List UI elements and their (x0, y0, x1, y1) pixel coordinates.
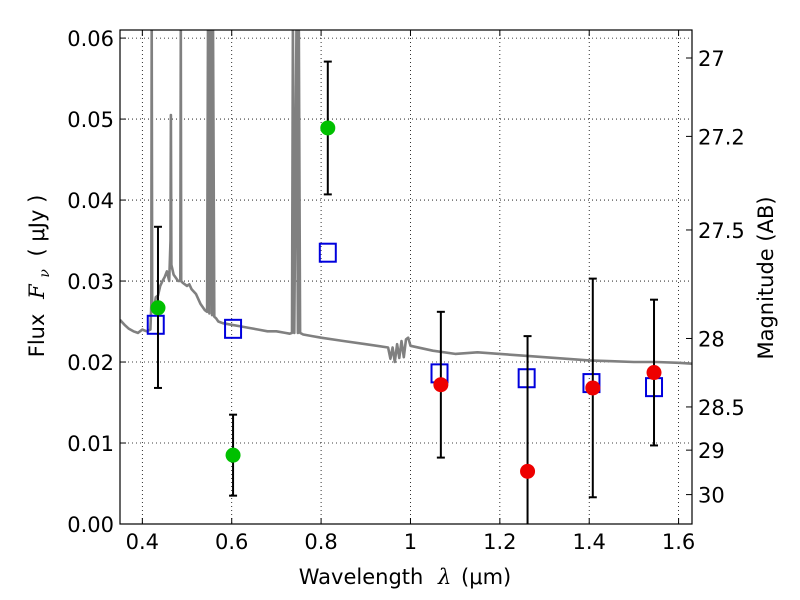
y-tick-label: 0.05 (67, 108, 114, 132)
axis-ticks: 0.4 0.6 0.8 1 1.2 1.4 1.6 0.00 0.01 0.02 0.03 0.04 0… (67, 27, 745, 554)
y2-tick-label: 29 (698, 439, 725, 463)
y-tick-label: 0.01 (67, 432, 114, 456)
y2-tick-label: 28.5 (698, 396, 745, 420)
green-data-point (150, 300, 166, 316)
model-square-marker (318, 242, 337, 263)
x-axis-label: Wavelength λ (μm) (299, 565, 511, 589)
series-layer (120, 30, 692, 524)
red-data-point (520, 463, 536, 479)
x-tick-label: 1.4 (573, 530, 606, 554)
x-tick-label: 1.2 (483, 530, 516, 554)
red-data-point (646, 365, 662, 381)
x-axis-label-symbol: λ (437, 565, 451, 589)
y-tick-label: 0.02 (67, 351, 114, 375)
y-axis-label-symbol: F (25, 283, 49, 300)
x-tick-label: 1 (404, 530, 417, 554)
y2-tick-label: 27 (698, 47, 725, 71)
x-tick-label: 0.8 (304, 530, 337, 554)
x-tick-label: 1.6 (662, 530, 695, 554)
y-tick-label: 0.06 (67, 27, 114, 51)
y2-tick-label: 28 (698, 327, 725, 351)
model-square-marker (224, 318, 243, 339)
y2-tick-label: 30 (698, 484, 725, 508)
plot-area-frame (119, 29, 693, 525)
green-data-point (320, 120, 336, 136)
y2-tick-label: 27.2 (698, 125, 745, 149)
red-data-point (585, 380, 601, 396)
y-tick-label: 0.04 (67, 189, 114, 213)
x-tick-label: 0.4 (126, 530, 159, 554)
x-axis-label-prefix: Wavelength (299, 565, 424, 589)
y-axis-label: Flux F ν ( μJy ) (25, 195, 54, 358)
y2-tick-label: 27.5 (698, 219, 745, 243)
green-data-point (225, 447, 241, 463)
y-axis-label-subscript: ν (37, 269, 53, 278)
grid-lines (120, 30, 692, 525)
y-axis-label-prefix: Flux (25, 314, 49, 358)
red-data-point (433, 377, 449, 393)
model-square-marker (146, 314, 165, 335)
y-axis-label-unit: ( μJy ) (25, 195, 49, 257)
y-tick-label: 0.03 (67, 270, 114, 294)
x-tick-label: 0.6 (215, 530, 248, 554)
y-tick-label: 0.00 (67, 513, 114, 537)
model-spectrum-line (120, 30, 692, 365)
y2-axis-label: Magnitude (AB) (754, 196, 778, 359)
x-axis-label-unit: (μm) (461, 565, 511, 589)
